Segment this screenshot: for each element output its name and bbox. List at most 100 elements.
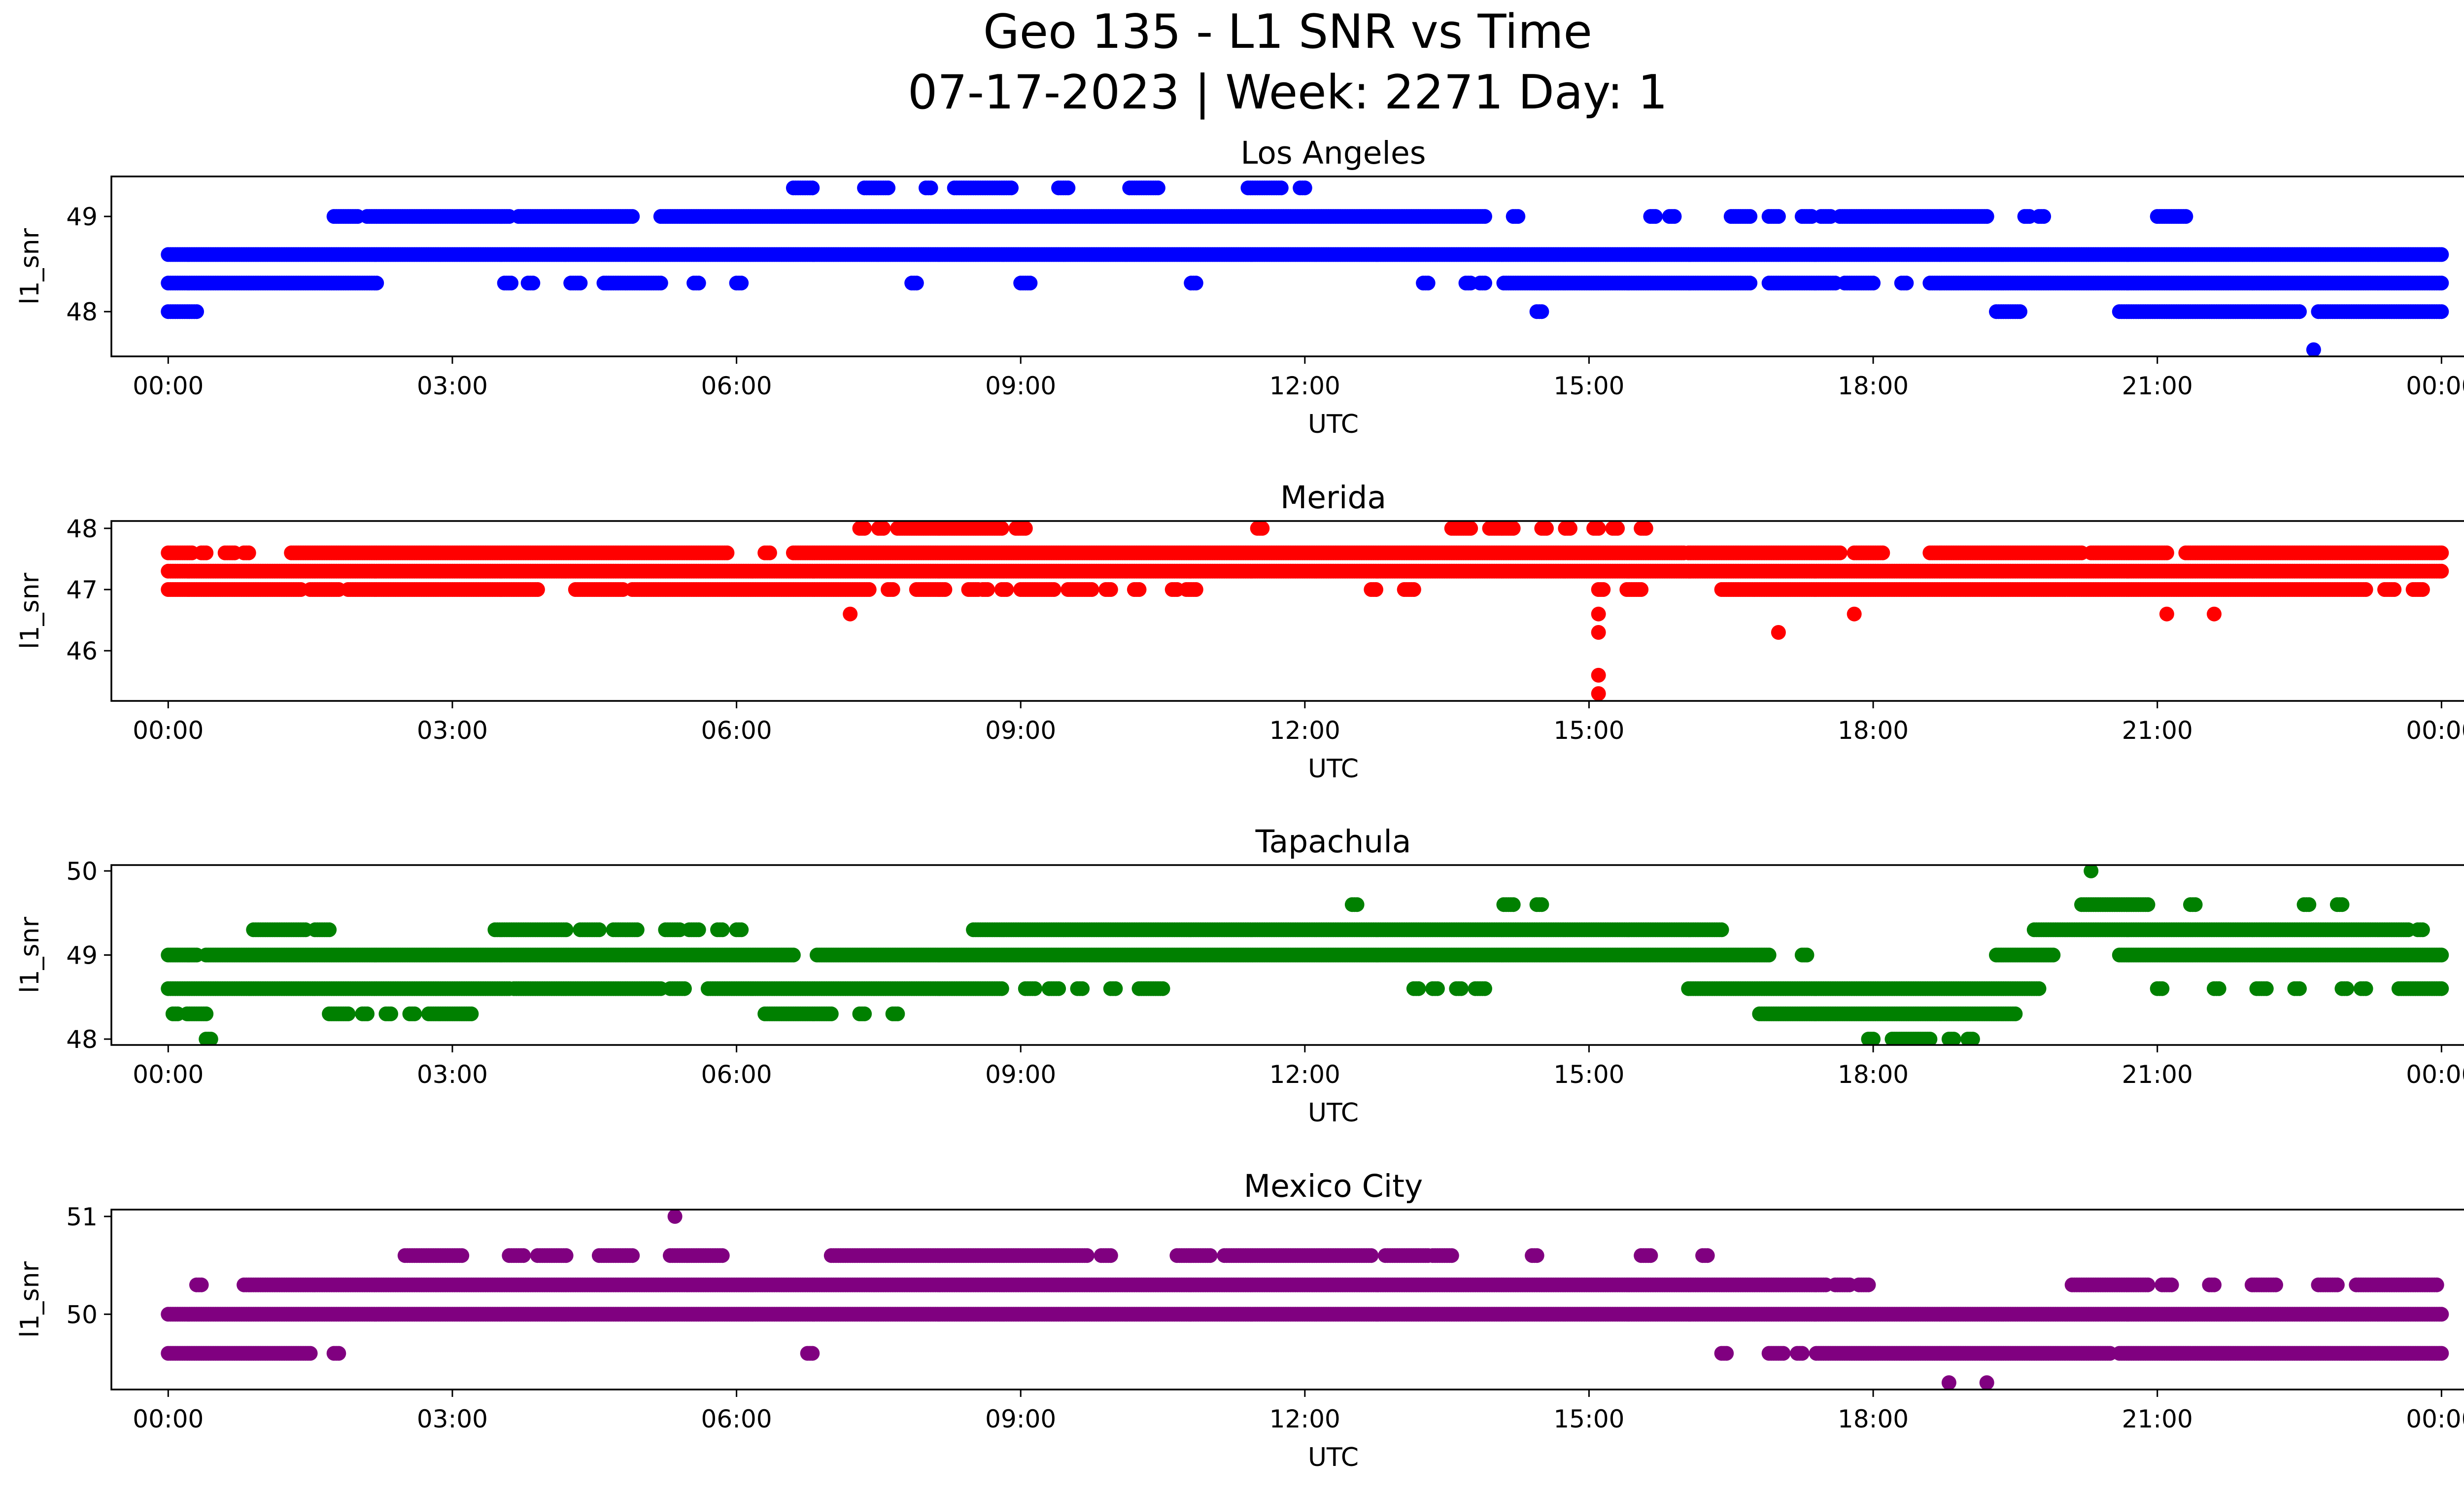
data-point [2292, 304, 2307, 319]
axes-frame [110, 520, 2464, 702]
data-point [719, 545, 735, 560]
data-point [1771, 209, 1786, 224]
y-tick-label: 46 [66, 637, 98, 665]
data-point [994, 521, 1009, 536]
y-tick-label: 49 [66, 203, 98, 231]
data-point [1591, 686, 1606, 701]
x-tick-label: 00:00 [133, 716, 204, 745]
data-point [2036, 209, 2052, 224]
x-tick-label: 09:00 [985, 372, 1056, 400]
subplots: Los Angeles 00:00 03:00 06:00 09:00 12:00 15:0… [15, 135, 2464, 1472]
data-point [1046, 582, 1061, 597]
data-point [857, 521, 872, 536]
data-point [1591, 625, 1606, 640]
data-point [1255, 521, 1270, 536]
data-point [1463, 521, 1478, 536]
data-point [999, 582, 1014, 597]
data-point [1150, 180, 1165, 196]
data-point [2306, 342, 2321, 356]
data-point [2013, 304, 2027, 319]
data-point [1771, 625, 1786, 640]
x-tick-label: 06:00 [701, 372, 772, 400]
data-point [2207, 606, 2222, 622]
x-tick-label: 03:00 [417, 372, 488, 400]
data-point [1506, 521, 1521, 536]
x-tick-label: 15:00 [1553, 716, 1624, 745]
data-point [1188, 276, 1203, 291]
y-tick-label: 48 [66, 515, 98, 543]
data-point [1866, 276, 1881, 291]
data-point [1875, 545, 1890, 560]
y-tick-label: 48 [66, 298, 98, 326]
data-points [161, 521, 2449, 701]
data-point [1847, 606, 1862, 622]
data-points [161, 865, 2449, 1045]
data-point [691, 276, 706, 291]
data-point [1131, 582, 1147, 597]
data-point [1018, 521, 1033, 536]
data-point [980, 582, 995, 597]
data-point [734, 276, 749, 291]
x-tick-label: 00:00 [2406, 372, 2464, 400]
subplot-title: Merida [1280, 480, 1386, 516]
figure-title-line2: 07-17-2023 | Week: 2271 Day: 1 [908, 66, 1668, 120]
data-point [2434, 247, 2449, 262]
subplot-title: Los Angeles [1240, 135, 1426, 171]
data-point [1596, 582, 1611, 597]
data-point [876, 521, 891, 536]
data-point [369, 276, 384, 291]
data-point [1477, 276, 1492, 291]
data-point [1648, 209, 1663, 224]
x-tick-label: 00:00 [2406, 716, 2464, 745]
data-point [1667, 209, 1682, 224]
data-point [2159, 545, 2174, 560]
data-point [1061, 180, 1076, 196]
data-point [1743, 276, 1758, 291]
data-point [199, 545, 214, 560]
x-tick-label: 00:00 [133, 372, 204, 400]
data-point [1610, 521, 1625, 536]
data-point [1591, 667, 1606, 683]
x-axis-label: UTC [1308, 754, 1359, 784]
data-point [937, 582, 953, 597]
data-point [189, 304, 204, 319]
data-point [2358, 582, 2373, 597]
data-point [923, 180, 938, 196]
data-point [909, 276, 924, 291]
y-axis-label: l1_snr [15, 228, 45, 305]
data-point [530, 582, 545, 597]
x-tick-label: 12:00 [1269, 372, 1340, 400]
data-point [1420, 276, 1436, 291]
data-point [1979, 209, 1994, 224]
y-axis-label: l1_snr [15, 572, 45, 649]
data-points [161, 180, 2449, 356]
x-tick-label: 18:00 [1838, 372, 1909, 400]
data-point [1743, 209, 1758, 224]
data-point [1899, 276, 1914, 291]
subplot-title: Tapachula [1255, 824, 1411, 860]
data-point [1534, 304, 1549, 319]
data-point [1406, 582, 1421, 597]
data-point [1369, 582, 1383, 597]
axes-frame [110, 175, 2464, 357]
y-tick-label: 47 [66, 576, 98, 604]
data-point [843, 606, 858, 622]
data-point [861, 582, 877, 597]
data-point [653, 276, 668, 291]
data-point [2178, 209, 2193, 224]
data-point [1591, 521, 1606, 536]
data-point [241, 545, 256, 560]
data-point [2434, 304, 2449, 319]
data-point [762, 545, 777, 560]
x-tick-label: 21:00 [2122, 716, 2193, 745]
x-axis-label: UTC [1308, 410, 1359, 439]
data-point [525, 276, 541, 291]
data-point [504, 276, 519, 291]
x-tick-label: 09:00 [985, 716, 1056, 745]
data-point [2387, 582, 2402, 597]
data-point [1084, 582, 1099, 597]
data-point [1638, 521, 1653, 536]
